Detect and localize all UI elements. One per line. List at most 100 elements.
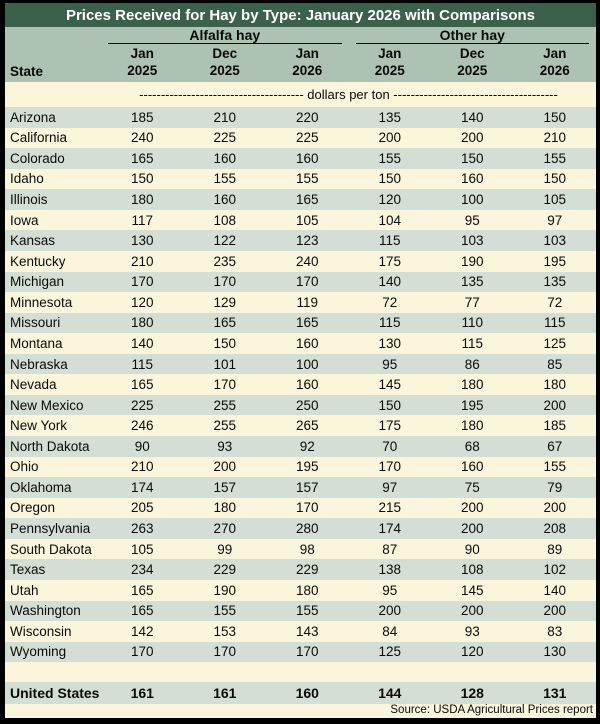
value-cell: 140 [378,274,402,290]
value-cell: 90 [134,438,150,454]
state-cell: Oregon [10,500,56,516]
value-cell: 270 [213,521,237,537]
table-row: Illinois 180 160 165 120 100 105 [5,189,596,210]
table-row: Arizona 185 210 220 135 140 150 [5,107,596,128]
unit-dashes-right: -------------------------------------- [393,87,558,102]
group-header-other: Other hay [355,27,589,45]
state-cell: North Dakota [10,438,90,454]
value-cell: 210 [543,130,567,146]
value-cell: 93 [464,623,480,639]
col-header-month: Jan [543,46,567,61]
value-cell: 125 [378,644,402,660]
value-cell: 180 [130,192,154,208]
value-cell: 229 [295,562,319,578]
table-row: North Dakota 90 93 92 70 68 67 [5,436,596,457]
total-state-cell: United States [10,685,100,701]
month-header-row: Jan Dec Jan Jan Dec Jan [5,44,596,62]
value-cell: 83 [547,623,563,639]
value-cell: 195 [543,253,567,269]
table-row: Michigan 170 170 170 140 135 135 [5,271,596,293]
value-cell: 87 [382,541,398,557]
value-cell: 185 [543,418,567,434]
value-cell: 85 [547,356,563,372]
value-cell: 135 [460,274,484,290]
value-cell: 170 [213,274,237,290]
state-cell: Kentucky [10,253,66,269]
value-cell: 225 [213,130,237,146]
table-row: Idaho 150 155 155 150 160 150 [5,168,596,190]
united-states-row: United States 161 161 160 144 128 131 [5,682,596,704]
value-cell: 255 [213,397,237,413]
state-cell: Michigan [10,274,65,290]
value-cell: 100 [295,356,319,372]
value-cell: 165 [295,315,319,331]
value-cell: 157 [213,479,237,495]
value-cell: 115 [378,315,401,331]
value-cell: 210 [130,459,154,475]
value-cell: 97 [547,212,563,228]
value-cell: 99 [217,541,233,557]
state-cell: Idaho [10,171,44,187]
value-cell: 155 [213,603,237,619]
state-cell: New Mexico [10,397,84,413]
table-row: Oregon 205 180 170 215 200 200 [5,497,596,519]
state-cell: Texas [10,562,46,578]
table-row: Colorado 165 160 160 155 150 155 [5,148,596,169]
state-cell: Ohio [10,459,39,475]
table-row: Utah 165 190 180 95 145 140 [5,579,596,601]
value-cell: 225 [295,130,319,146]
value-cell: 229 [213,562,237,578]
value-cell: 119 [296,294,319,310]
state-cell: Oklahoma [10,479,72,495]
value-cell: 115 [378,233,401,249]
value-cell: 140 [130,335,154,351]
state-cell: Iowa [10,212,39,228]
table-row: Missouri 180 165 165 115 110 115 [5,312,596,334]
value-cell: 135 [543,274,567,290]
value-cell: 165 [295,192,319,208]
value-cell: 234 [130,562,154,578]
table-row: Nebraska 115 101 100 95 86 85 [5,353,596,375]
value-cell: 103 [543,233,567,249]
value-cell: 170 [213,377,237,393]
value-cell: 150 [460,150,484,166]
value-cell: 140 [460,109,484,125]
table-body: Arizona 185 210 220 135 140 150 California 240 22… [5,107,596,663]
value-cell: 130 [378,335,402,351]
value-cell: 155 [543,150,567,166]
value-cell: 200 [460,521,484,537]
value-cell: 235 [213,253,237,269]
value-cell: 240 [130,130,154,146]
value-cell: 165 [130,150,154,166]
value-cell: 150 [213,335,237,351]
state-cell: California [10,130,68,146]
value-cell: 138 [378,562,402,578]
value-cell: 130 [543,644,567,660]
value-cell: 115 [461,335,484,351]
value-cell: 170 [295,274,319,290]
value-cell: 185 [130,109,154,125]
value-cell: 115 [131,356,154,372]
value-cell: 174 [378,521,402,537]
value-cell: 93 [217,438,233,454]
col-header-month: Dec [459,46,485,61]
value-cell: 160 [460,171,484,187]
value-cell: 170 [130,274,154,290]
value-cell: 115 [543,315,566,331]
total-value-cell: 128 [460,685,484,701]
table-title: Prices Received for Hay by Type: January… [5,3,596,27]
value-cell: 157 [295,479,319,495]
table-row: Montana 140 150 160 130 115 125 [5,333,596,354]
total-value-cell: 144 [378,685,402,701]
value-cell: 210 [213,109,237,125]
value-cell: 240 [295,253,319,269]
value-cell: 72 [382,294,398,310]
value-cell: 246 [130,418,154,434]
col-header-year: 2026 [292,63,323,78]
value-cell: 180 [460,377,484,393]
value-cell: 165 [130,582,154,598]
col-header-year: 2025 [457,63,488,78]
value-cell: 155 [378,150,402,166]
table-row: Kentucky 210 235 240 175 190 195 [5,250,596,272]
value-cell: 89 [547,541,563,557]
